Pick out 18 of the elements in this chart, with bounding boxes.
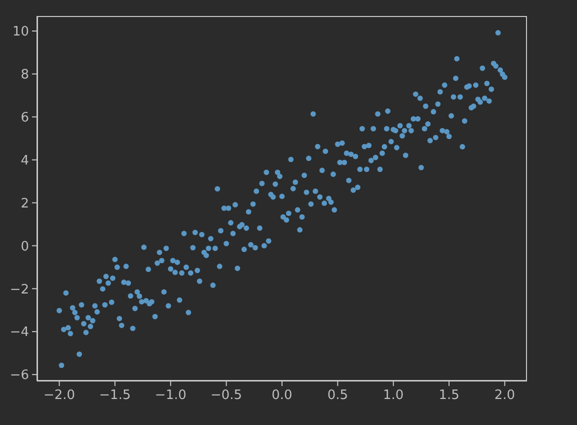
y-tick-label: −4 bbox=[10, 325, 29, 340]
x-tick-label: 1.5 bbox=[438, 388, 460, 404]
y-tick-label: 6 bbox=[20, 110, 29, 126]
x-tick-label: 0.0 bbox=[272, 388, 292, 404]
x-tick-label: 0.5 bbox=[327, 388, 348, 404]
y-tick-label: 4 bbox=[20, 153, 29, 168]
x-tick-label: −0.5 bbox=[210, 388, 242, 404]
y-tick-label: 0 bbox=[20, 239, 29, 254]
x-tick-label: −1.0 bbox=[154, 388, 186, 404]
y-tick-label: −6 bbox=[10, 368, 29, 384]
x-tick-label: −1.5 bbox=[99, 388, 131, 404]
x-tick-label: 1.0 bbox=[383, 388, 404, 404]
y-tick-label: 8 bbox=[20, 68, 29, 83]
y-tick-label: 10 bbox=[12, 24, 29, 40]
x-tick-label: 2.0 bbox=[494, 388, 516, 404]
x-tick-label: −2.0 bbox=[43, 388, 76, 404]
y-tick-label: −2 bbox=[10, 282, 29, 298]
y-tick-label: 2 bbox=[20, 196, 29, 212]
